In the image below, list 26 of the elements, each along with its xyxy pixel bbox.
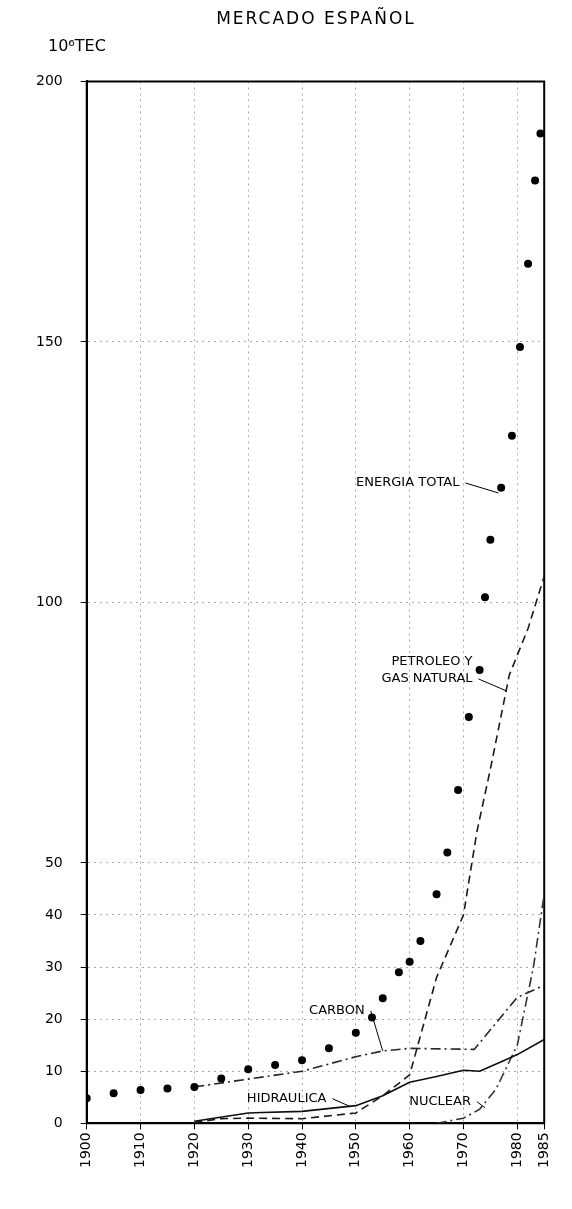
x-tick-label: 1940 xyxy=(292,1132,309,1169)
y-tick-label: 200 xyxy=(35,72,63,89)
x-tick-label: 1900 xyxy=(77,1132,94,1169)
annotation: CARBON xyxy=(309,1002,365,1018)
y-tick-label: 20 xyxy=(44,1009,63,1026)
annotation: PETROLEO Y GAS NATURAL xyxy=(381,653,474,686)
y-tick-label: 30 xyxy=(44,957,63,974)
x-tick-label: 1960 xyxy=(400,1132,417,1169)
annotation: NUCLEAR xyxy=(409,1093,471,1109)
x-tick-label: 1920 xyxy=(185,1132,201,1169)
x-tick-label: 1910 xyxy=(131,1132,148,1169)
y-tick-label: 50 xyxy=(44,853,63,870)
y-tick-label: 10 xyxy=(44,1061,63,1078)
y-axis-title: 10⁶TEC xyxy=(48,36,107,55)
y-tick-label: 0 xyxy=(53,1114,63,1131)
x-tick-label: 1950 xyxy=(346,1132,363,1169)
y-tick-label: 40 xyxy=(44,905,63,922)
annotation: ENERGIA TOTAL xyxy=(356,474,461,490)
x-tick-label: 1985 xyxy=(534,1132,551,1169)
x-tick-label: 1930 xyxy=(238,1132,255,1169)
y-tick-label: 150 xyxy=(35,332,63,349)
x-tick-label: 1980 xyxy=(507,1132,524,1169)
annotation: HIDRAULICA xyxy=(246,1090,327,1106)
y-tick-label: 100 xyxy=(35,593,63,610)
x-tick-label: 1970 xyxy=(454,1132,471,1169)
chart-title: MERCADO ESPAÑOL xyxy=(215,8,417,28)
